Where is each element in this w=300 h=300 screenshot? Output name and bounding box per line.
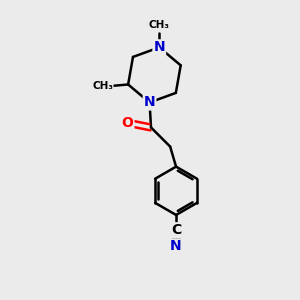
Text: O: O (122, 116, 134, 130)
Text: N: N (144, 95, 155, 110)
Text: C: C (171, 223, 181, 237)
Text: N: N (154, 40, 165, 54)
Text: CH₃: CH₃ (92, 81, 113, 91)
Text: N: N (170, 239, 182, 254)
Text: CH₃: CH₃ (149, 20, 170, 30)
